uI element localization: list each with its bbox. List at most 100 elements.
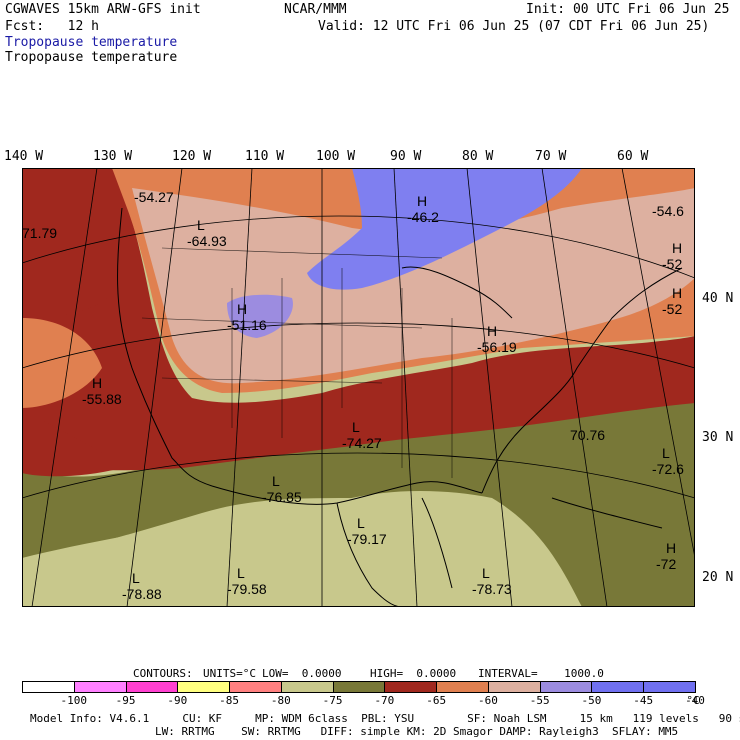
temperature-value-label: -56.19 [477, 339, 517, 355]
colorbar-tick-label: -65 [426, 694, 447, 707]
model-info: Model Info: V4.6.1 CU: KF MP: WDM 6class… [30, 712, 740, 725]
lon-label: 120 W [172, 149, 212, 164]
state-boundaries [141, 247, 453, 478]
colorbar-swatch [22, 681, 75, 693]
model-physics: LW: RRTMG SW: RRTMG DIFF: simple KM: 2D … [155, 725, 679, 738]
pressure-center-marker: H [666, 540, 676, 556]
olive-zone [22, 388, 695, 607]
temperature-value-label: -46.2 [407, 209, 439, 225]
pressure-center-marker: L [132, 570, 140, 586]
temperature-value-label: -54.27 [134, 189, 174, 205]
high-value: HIGH= 0.0000 [370, 667, 457, 680]
colorbar-tick-label: -75 [322, 694, 343, 707]
colorbar-swatch [487, 681, 541, 693]
coastlines [117, 207, 683, 607]
field-title-blue: Tropopause temperature [5, 35, 178, 50]
high-temp-patch [227, 294, 293, 338]
colorbar-swatch [332, 681, 386, 693]
colorbar-tick-label: -95 [115, 694, 136, 707]
pressure-center-marker: L [352, 419, 360, 435]
colorbar-tick-label: -50 [581, 694, 602, 707]
temperature-value-label: -52 [662, 301, 682, 317]
pressure-center-marker: L [197, 217, 205, 233]
pressure-center-marker: H [487, 323, 497, 339]
lat-label: 40 N [702, 291, 734, 306]
temperature-value-label: -72.6 [652, 461, 684, 477]
temperature-value-label: 70.76 [570, 427, 605, 443]
darkred-zone [22, 168, 695, 471]
temperature-value-label: -64.93 [187, 233, 227, 249]
high-temp-zone [307, 168, 582, 290]
pressure-center-marker: H [672, 285, 682, 301]
temperature-value-label: -55.88 [82, 391, 122, 407]
lon-label: 90 W [390, 149, 422, 164]
temperature-value-label: -79.17 [347, 531, 387, 547]
colorbar-tick-label: -85 [219, 694, 239, 707]
temperature-value-label: -51.16 [227, 317, 267, 333]
temperature-value-label: -76.85 [262, 489, 302, 505]
pressure-center-marker: L [482, 565, 490, 581]
colorbar-swatch [591, 681, 645, 693]
temperature-value-label: -78.73 [472, 581, 512, 597]
interval-value: INTERVAL= 1000.0 [478, 667, 604, 680]
lon-label: 130 W [93, 149, 133, 164]
lat-label: 30 N [702, 430, 734, 445]
colorbar-swatch [436, 681, 489, 693]
org-label: NCAR/MMM [284, 2, 347, 17]
map-frame [22, 168, 695, 607]
model-title: CGWAVES 15km ARW-GFS init [5, 2, 201, 17]
temperature-value-label: -78.88 [122, 586, 162, 602]
colorbar-tick-label: -90 [167, 694, 188, 707]
colorbar-tick-label: -80 [270, 694, 291, 707]
field-title: Tropopause temperature [5, 50, 178, 65]
lon-label: 100 W [316, 149, 356, 164]
lon-label: 70 W [535, 149, 567, 164]
pressure-center-marker: H [417, 193, 427, 209]
init-time: Init: 00 UTC Fri 06 Jun 25 [526, 2, 730, 17]
temperature-value-label: -54.6 [652, 203, 684, 219]
colorbar-tick-label: -40 [685, 694, 705, 707]
colorbar-swatch [125, 681, 179, 693]
colorbar-tick-label: -70 [374, 694, 395, 707]
pressure-center-marker: H [237, 301, 247, 317]
pacific-red-south [22, 408, 122, 477]
lon-label: 110 W [245, 149, 285, 164]
pressure-center-marker: H [92, 375, 102, 391]
colorbar-tick-label: -45 [633, 694, 654, 707]
pacific-orange [22, 318, 102, 408]
pressure-center-marker: L [357, 515, 365, 531]
colorbar-swatch [73, 681, 127, 693]
units-label: UNITS=°C [203, 667, 256, 680]
pressure-center-marker: L [272, 473, 280, 489]
khaki-south [22, 496, 464, 607]
colorbar-swatch [280, 681, 334, 693]
lat-label: 20 N [702, 570, 734, 585]
valid-time: Valid: 12 UTC Fri 06 Jun 25 (07 CDT Fri … [318, 19, 710, 34]
pressure-center-marker: L [237, 565, 245, 581]
contours-label: CONTOURS: [133, 667, 193, 680]
temperature-value-label: -72 [656, 556, 676, 572]
pressure-center-marker: L [662, 445, 670, 461]
temperature-value-label: -52 [662, 256, 682, 272]
colorbar-tick-label: -55 [529, 694, 550, 707]
colorbar-swatch [177, 681, 231, 693]
colorbar-swatch [643, 681, 696, 693]
temperature-value-label: 71.79 [22, 225, 57, 241]
temperature-value-label: -79.58 [227, 581, 267, 597]
lon-label: 80 W [462, 149, 494, 164]
pacific-red [22, 168, 120, 318]
low-value: LOW= 0.0000 [262, 667, 342, 680]
lon-label: 140 W [4, 149, 44, 164]
colorbar-tick-label: -100 [60, 694, 88, 707]
colorbar-tick-label: -60 [477, 694, 498, 707]
colorbar-tick-label: °C [686, 694, 700, 707]
lon-label: 60 W [617, 149, 649, 164]
pressure-center-marker: H [672, 240, 682, 256]
forecast-hour: Fcst: 12 h [5, 19, 99, 34]
temperature-value-label: -74.27 [342, 435, 382, 451]
colorbar-swatch [539, 681, 593, 693]
colorbar-swatch [229, 681, 282, 693]
colorbar-swatch [384, 681, 438, 693]
